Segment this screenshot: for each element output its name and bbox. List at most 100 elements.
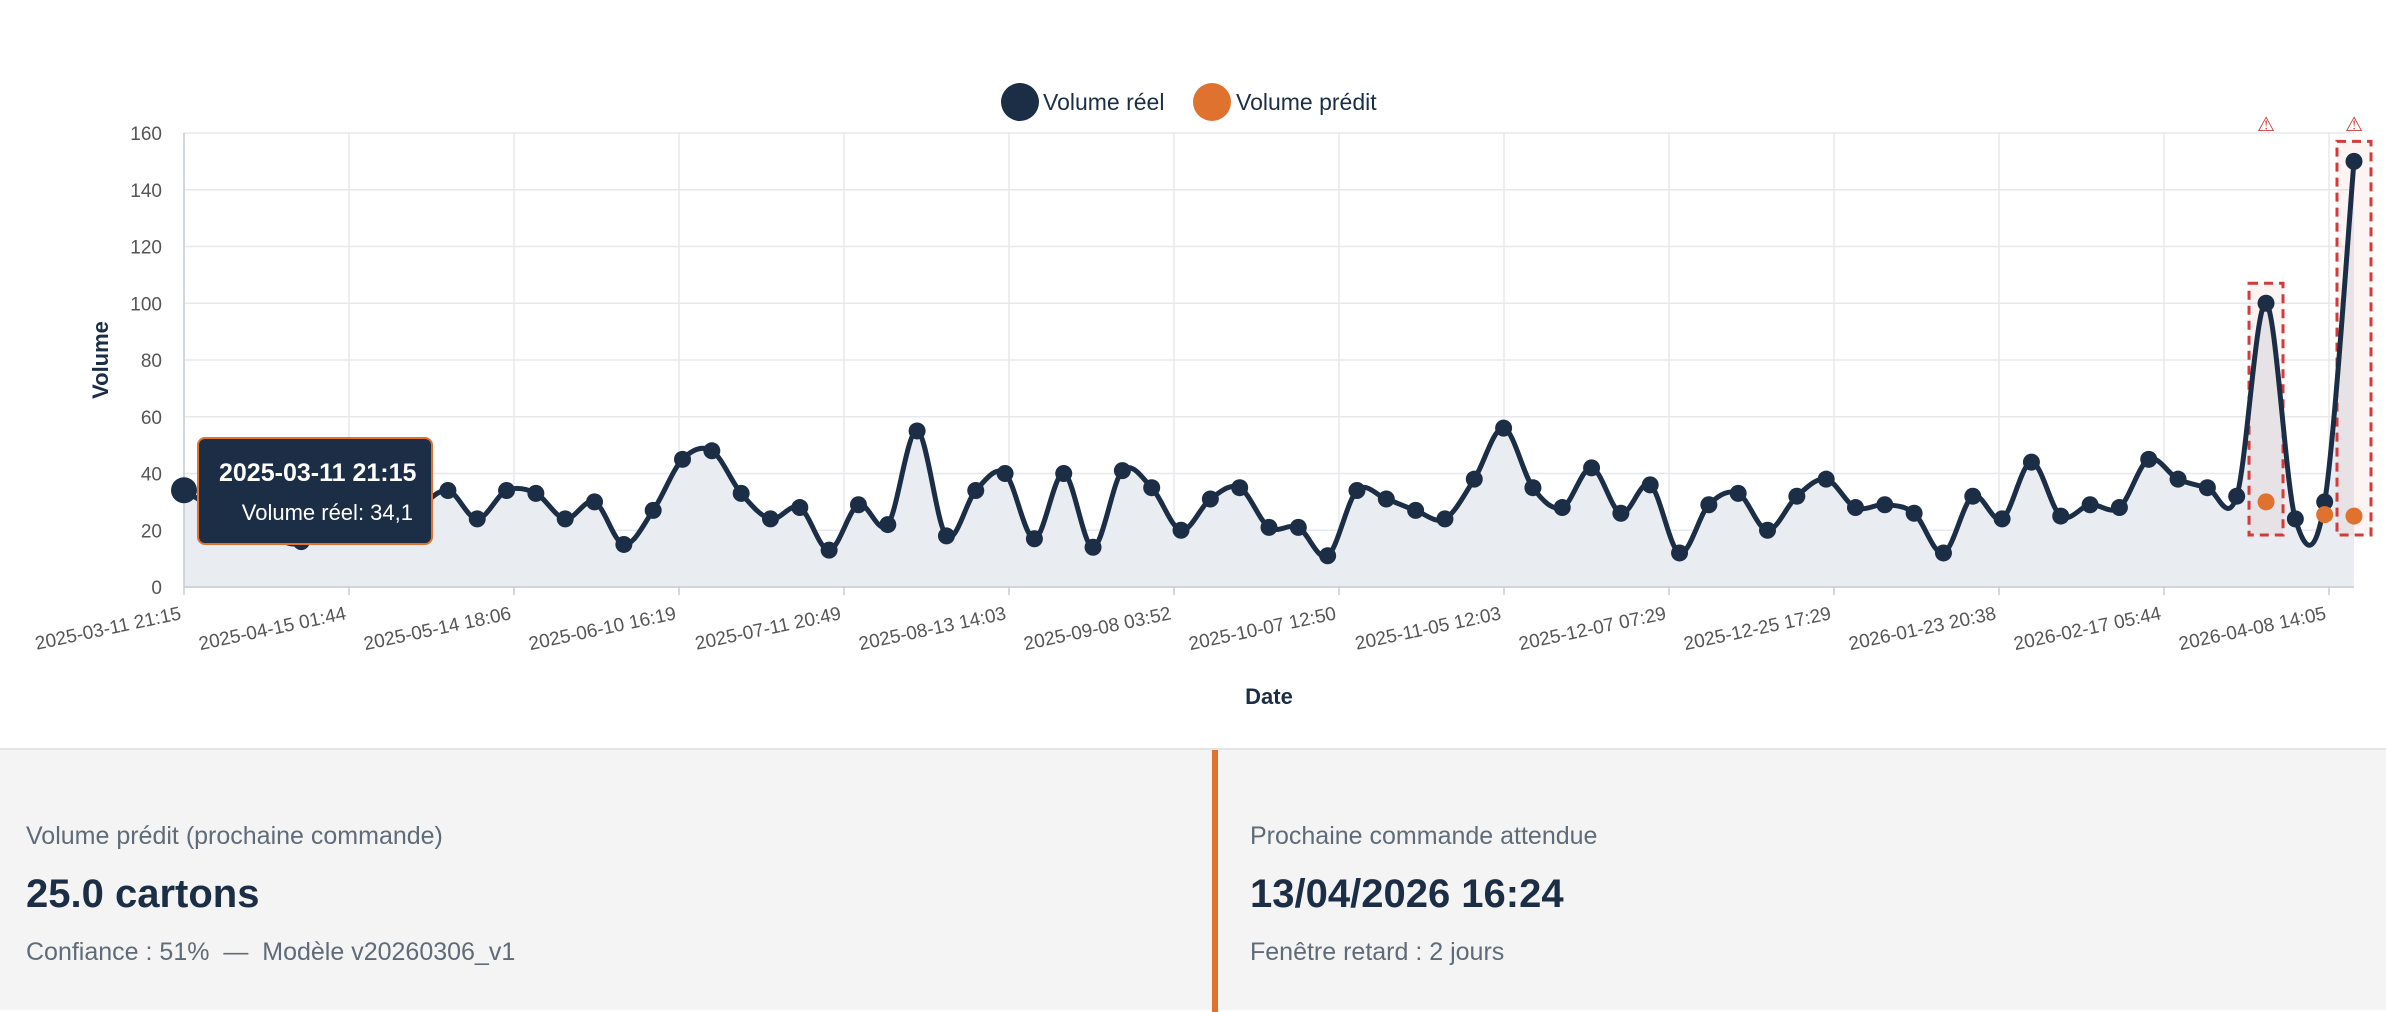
legend-swatch[interactable] — [1193, 83, 1231, 121]
predicted-volume-value: 25.0 cartons — [26, 872, 260, 916]
volume-predit-point[interactable] — [2316, 506, 2334, 524]
next-order-card: Prochaine commande attendue 13/04/2026 1… — [1212, 750, 2368, 1012]
tooltip-title: 2025-03-11 21:15 — [219, 459, 417, 487]
volume-reel-point[interactable] — [2286, 510, 2304, 528]
tooltip-body: Volume réel: 34,1 — [241, 500, 413, 525]
volume-reel-point[interactable] — [1289, 518, 1307, 536]
volume-reel-point[interactable] — [1055, 465, 1073, 482]
volume-reel-point[interactable] — [468, 510, 486, 528]
volume-reel-point[interactable] — [1143, 479, 1161, 497]
y-tick-label: 0 — [151, 578, 162, 599]
volume-reel-point[interactable] — [2198, 479, 2216, 497]
volume-reel-point[interactable] — [967, 482, 985, 500]
volume-reel-point[interactable] — [1348, 482, 1366, 500]
volume-reel-point[interactable] — [996, 465, 1014, 482]
y-tick-label: 100 — [130, 294, 162, 315]
x-tick-label: 2026-04-08 14:05 — [2177, 603, 2328, 655]
volume-reel-point[interactable] — [527, 484, 545, 502]
legend-label[interactable]: Volume réel — [1043, 89, 1164, 115]
volume-reel-point[interactable] — [1964, 487, 1982, 505]
volume-reel-point[interactable] — [1377, 490, 1395, 508]
volume-reel-point[interactable] — [1905, 504, 1923, 522]
volume-reel-point[interactable] — [171, 477, 197, 504]
legend-label[interactable]: Volume prédit — [1236, 89, 1377, 115]
volume-reel-point[interactable] — [820, 541, 838, 559]
volume-reel-point[interactable] — [1524, 479, 1542, 497]
volume-reel-point[interactable] — [849, 496, 867, 514]
volume-reel-point[interactable] — [1407, 501, 1425, 519]
volume-reel-point[interactable] — [2228, 487, 2246, 505]
volume-reel-point[interactable] — [1231, 479, 1249, 497]
volume-reel-point[interactable] — [1025, 530, 1043, 548]
predicted-volume-card: Volume prédit (prochaine commande) 25.0 … — [26, 750, 1176, 1012]
x-tick-label: 2025-12-25 17:29 — [1682, 603, 1833, 655]
y-axis-title: Volume — [88, 321, 113, 399]
volume-reel-point[interactable] — [1612, 504, 1630, 522]
volume-predit-point[interactable] — [2345, 507, 2363, 525]
volume-reel-point[interactable] — [1729, 484, 1747, 502]
x-tick-label: 2026-01-23 20:38 — [1847, 603, 1998, 655]
x-tick-label: 2025-05-14 18:06 — [362, 603, 513, 655]
volume-reel-point[interactable] — [1201, 490, 1219, 508]
volume-reel-point[interactable] — [1876, 496, 1894, 514]
volume-reel-point[interactable] — [2257, 294, 2275, 312]
volume-reel-point[interactable] — [498, 482, 516, 500]
volume-reel-point[interactable] — [761, 510, 779, 528]
volume-reel-point[interactable] — [1319, 547, 1337, 565]
volume-reel-point[interactable] — [674, 450, 692, 468]
volume-reel-point[interactable] — [2110, 499, 2128, 517]
volume-reel-point[interactable] — [732, 484, 750, 502]
area-fill-layer — [184, 161, 2354, 587]
y-tick-label: 60 — [141, 408, 162, 429]
volume-reel-point[interactable] — [1495, 419, 1513, 437]
y-tick-label: 120 — [130, 238, 162, 259]
volume-reel-point[interactable] — [1671, 544, 1689, 562]
volume-reel-point[interactable] — [615, 535, 633, 553]
anomaly-box — [2247, 281, 2285, 537]
x-tick-label: 2026-02-17 05:44 — [2012, 603, 2164, 655]
volume-reel-point[interactable] — [1553, 499, 1571, 517]
volume-reel-point[interactable] — [1172, 521, 1190, 539]
volume-reel-point[interactable] — [1993, 510, 2011, 528]
volume-reel-point[interactable] — [556, 510, 574, 528]
volume-reel-point[interactable] — [586, 493, 604, 511]
volume-predit-point[interactable] — [2257, 493, 2275, 511]
volume-reel-point[interactable] — [644, 501, 662, 519]
volume-reel-point[interactable] — [2345, 152, 2363, 170]
volume-reel-point[interactable] — [1436, 510, 1454, 528]
volume-reel-point[interactable] — [1934, 544, 1952, 562]
volume-reel-point[interactable] — [1260, 518, 1278, 536]
x-tick-label: 2025-07-11 20:49 — [693, 603, 843, 654]
y-tick-label: 20 — [141, 521, 162, 542]
volume-reel-point[interactable] — [1641, 476, 1659, 494]
volume-reel-point[interactable] — [937, 527, 955, 545]
volume-reel-point[interactable] — [2081, 496, 2099, 514]
volume-reel-point[interactable] — [1700, 496, 1718, 514]
y-tick-label: 160 — [130, 124, 162, 145]
x-tick-label: 2025-08-13 14:03 — [857, 603, 1008, 655]
volume-reel-point[interactable] — [1113, 462, 1131, 480]
x-tick-label: 2025-06-10 16:19 — [527, 603, 678, 655]
volume-reel-point[interactable] — [2052, 507, 2070, 525]
volume-reel-point[interactable] — [1817, 470, 1835, 488]
volume-reel-point[interactable] — [1084, 538, 1102, 556]
volume-reel-point[interactable] — [1846, 499, 1864, 517]
volume-reel-point[interactable] — [439, 482, 457, 500]
volume-reel-point[interactable] — [2169, 470, 2187, 488]
y-tick-label: 80 — [141, 351, 162, 372]
volume-reel-point[interactable] — [1583, 459, 1601, 477]
volume-reel-point[interactable] — [1465, 470, 1483, 488]
summary-footer: Volume prédit (prochaine commande) 25.0 … — [0, 748, 2386, 1012]
legend-swatch[interactable] — [1001, 83, 1039, 121]
volume-reel-point[interactable] — [2022, 453, 2040, 471]
volume-reel-point[interactable] — [791, 499, 809, 517]
volume-reel-point[interactable] — [1759, 521, 1777, 539]
volume-reel-point[interactable] — [703, 442, 721, 460]
volume-reel-point[interactable] — [879, 516, 897, 534]
volume-reel-point[interactable] — [2316, 493, 2334, 511]
volume-reel-point[interactable] — [2140, 450, 2158, 468]
volume-reel-point[interactable] — [908, 422, 926, 440]
volume-reel-point[interactable] — [1788, 487, 1806, 505]
y-tick-label: 40 — [141, 465, 162, 486]
